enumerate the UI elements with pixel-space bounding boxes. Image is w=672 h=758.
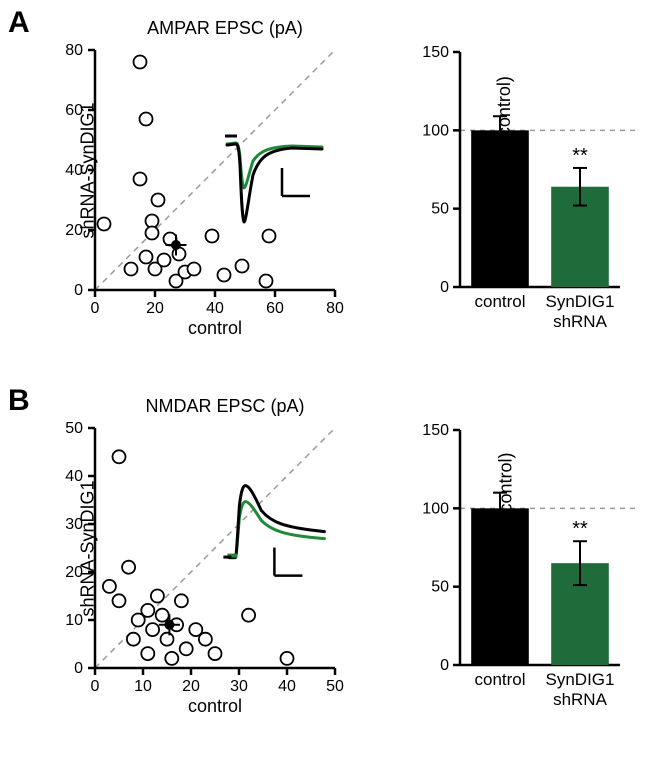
svg-text:0: 0 bbox=[74, 282, 83, 299]
svg-text:50: 50 bbox=[65, 420, 83, 437]
svg-text:**: ** bbox=[572, 145, 588, 167]
svg-text:0: 0 bbox=[74, 660, 83, 677]
svg-text:150: 150 bbox=[422, 44, 449, 61]
panel-b-scatter-title: NMDAR EPSC (pA) bbox=[110, 396, 340, 417]
svg-text:control: control bbox=[474, 670, 525, 689]
svg-text:60: 60 bbox=[266, 300, 284, 317]
svg-text:**: ** bbox=[572, 518, 588, 540]
svg-text:100: 100 bbox=[422, 500, 449, 517]
panel-b-bar: 050100150control**SynDIG1shRNANMDAR EPSC… bbox=[460, 430, 620, 665]
bar-ylabel: AMPAR EPSC (% control) bbox=[494, 76, 515, 285]
svg-text:SynDIG1: SynDIG1 bbox=[546, 292, 615, 311]
panel-b-label: B bbox=[8, 384, 30, 418]
svg-text:shRNA: shRNA bbox=[553, 690, 608, 709]
svg-text:20: 20 bbox=[182, 678, 200, 695]
svg-text:150: 150 bbox=[422, 422, 449, 439]
svg-text:100: 100 bbox=[422, 122, 449, 139]
svg-text:50: 50 bbox=[326, 678, 344, 695]
svg-text:0: 0 bbox=[440, 279, 449, 296]
panel-a-label: A bbox=[8, 6, 30, 40]
svg-text:80: 80 bbox=[65, 42, 83, 59]
scatter-ylabel: shRNA-SynDIG1 bbox=[78, 480, 99, 616]
svg-text:0: 0 bbox=[91, 300, 100, 317]
svg-text:40: 40 bbox=[206, 300, 224, 317]
svg-text:control: control bbox=[474, 292, 525, 311]
svg-text:10: 10 bbox=[134, 678, 152, 695]
panel-b-scatter: 0010102020303040405050controlshRNA-SynDI… bbox=[95, 428, 335, 668]
svg-text:shRNA: shRNA bbox=[553, 312, 608, 331]
figure-root: A AMPAR EPSC (pA) 002020404060608080cont… bbox=[0, 0, 672, 758]
panel-a-bar: 050100150control**SynDIG1shRNAAMPAR EPSC… bbox=[460, 52, 620, 287]
svg-text:80: 80 bbox=[326, 300, 344, 317]
svg-text:50: 50 bbox=[431, 579, 449, 596]
svg-text:0: 0 bbox=[91, 678, 100, 695]
svg-text:0: 0 bbox=[440, 657, 449, 674]
bar-ylabel: NMDAR EPSC (% control) bbox=[496, 452, 517, 664]
svg-text:30: 30 bbox=[230, 678, 248, 695]
panel-a-scatter-title: AMPAR EPSC (pA) bbox=[110, 18, 340, 39]
svg-text:SynDIG1: SynDIG1 bbox=[546, 670, 615, 689]
scatter-ylabel: shRNA-SynDIG1 bbox=[78, 102, 99, 238]
svg-text:20: 20 bbox=[146, 300, 164, 317]
svg-text:control: control bbox=[188, 696, 242, 716]
panel-a-scatter: 002020404060608080controlshRNA-SynDIG1 bbox=[95, 50, 335, 290]
svg-text:control: control bbox=[188, 318, 242, 338]
svg-text:50: 50 bbox=[431, 201, 449, 218]
svg-text:40: 40 bbox=[278, 678, 296, 695]
